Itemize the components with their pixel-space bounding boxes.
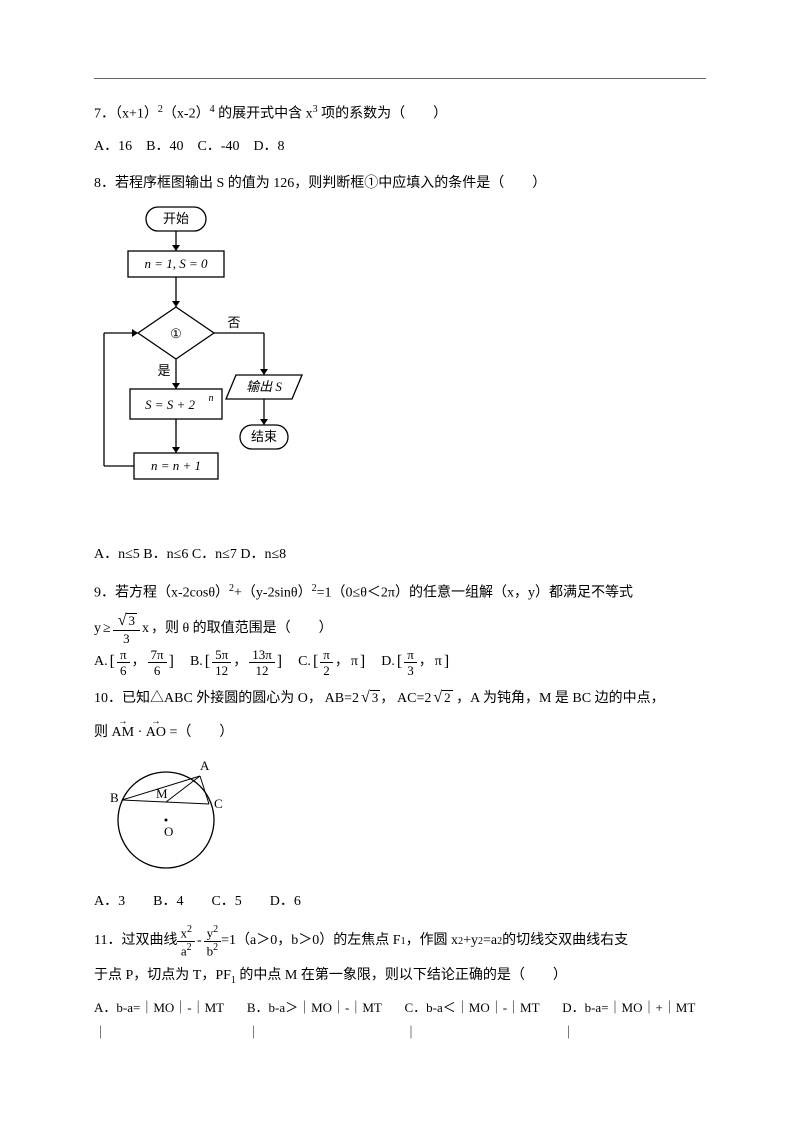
flow-end: 结束	[251, 429, 277, 444]
vector-am-icon: AM	[112, 720, 135, 747]
lbl-M: M	[156, 786, 168, 801]
q10-options: A．3 B．4 C．5 D．6	[94, 889, 706, 916]
lbl-C: C	[214, 796, 223, 811]
q11-C: C．b-a＜｜MO｜-｜MT｜	[405, 996, 551, 1045]
q9-A: A.	[94, 649, 108, 676]
lbl-A: A	[200, 758, 210, 773]
q9-x: x	[142, 616, 149, 643]
q9-y: y	[94, 616, 101, 643]
q10-ac: AC=2	[397, 691, 431, 706]
flow-body: S = S + 2	[145, 397, 196, 412]
q9-D: D.	[381, 649, 395, 676]
q10-ab: AB=2	[325, 691, 359, 706]
lbl-B: B	[110, 790, 119, 805]
q10-then: 则	[94, 725, 108, 740]
q10-stem: 10．已知△ABC 外接圆的圆心为 O， AB=2√3， AC=2√2 ，A 为…	[94, 683, 706, 713]
q8-options: A．n≤5 B．n≤6 C．n≤7 D．n≤8	[94, 542, 706, 569]
q7-stem: 7．（x+1）2（x-2）4 的展开式中含 x3 项的系数为（ ）	[94, 100, 706, 128]
top-rule	[94, 78, 706, 79]
q9-opt-c: C. [ π2 ，π ]	[298, 647, 365, 677]
q10-diagram: A B C M O	[94, 752, 706, 883]
q9-opt-b: B. [ 5π12 ， 13π12 ]	[190, 647, 282, 677]
sqrt-icon: √3	[359, 683, 380, 713]
q9-stem: 9．若方程（x-2cosθ）2+（y-2sinθ）2=1（0≤θ＜2π）的任意一…	[94, 579, 706, 607]
flow-out: 输出 S	[246, 379, 282, 394]
flow-body-exp: n	[209, 393, 214, 404]
lbl-O: O	[164, 824, 173, 839]
flow-start: 开始	[163, 211, 189, 226]
q7-d: 项的系数为（ ）	[318, 107, 448, 122]
q9-a: 9．若方程（x-2cosθ）	[94, 585, 229, 600]
q11-stem: 11．过双曲线 x2a2 - y2b2 =1（a＞0，b＞0）的左焦点 F1，作…	[94, 925, 706, 957]
q9-frac: √3 3	[113, 613, 140, 645]
q11-frac1: x2a2 - y2b2	[177, 925, 221, 957]
q9-opt-a: A. [ π6 ， 7π6 ]	[94, 647, 174, 677]
q11-options: A．b-a=｜MO｜-｜MT｜ B．b-a＞｜MO｜-｜MT｜ C．b-a＜｜M…	[94, 996, 706, 1045]
q8-flowchart: 开始 n = 1, S = 0 ① 否 是 S = S + 2 n n = n …	[94, 203, 706, 534]
q11-line2: 于点 P，切点为 T，PF1 的中点 M 在第一象限，则以下结论正确的是（ ）	[94, 963, 706, 990]
q11-B: B．b-a＞｜MO｜-｜MT｜	[247, 996, 393, 1045]
flow-inc: n = n + 1	[151, 458, 201, 473]
q11-A: A．b-a=｜MO｜-｜MT｜	[94, 996, 235, 1045]
q10-eq: =（ ）	[169, 725, 233, 740]
q10-vec: 则 AM · AO =（ ）	[94, 720, 706, 747]
flow-cond: ①	[170, 326, 182, 341]
flow-no: 否	[227, 315, 240, 330]
q8-stem: 8．若程序框图输出 S 的值为 126，则判断框①中应填入的条件是（ ）	[94, 171, 706, 198]
q9-tail: ，则 θ 的取值范围是（ ）	[151, 616, 333, 643]
q11-a: 11．过双曲线	[94, 928, 177, 955]
sqrt-icon: √2	[431, 683, 452, 713]
q7-options: A．16 B．40 C．-40 D．8	[94, 134, 706, 161]
flow-yes: 是	[157, 363, 170, 378]
q10-b: ，A 为钝角，M 是 BC 边的中点，	[456, 691, 664, 706]
q7-b: （x-2）	[163, 107, 210, 122]
q9-c: =1（0≤θ＜2π）的任意一组解（x，y）都满足不等式	[317, 585, 633, 600]
q9-C: C.	[298, 649, 311, 676]
q9-B: B.	[190, 649, 203, 676]
vector-ao-icon: AO	[146, 720, 166, 747]
q9-fd: 3	[113, 631, 140, 645]
q10-a: 10．已知△ABC 外接圆的圆心为 O，	[94, 691, 322, 706]
q11-b: =1（a＞0，b＞0）的左焦点 F	[221, 928, 400, 955]
q7-c: 的展开式中含 x	[215, 107, 313, 122]
flow-init: n = 1, S = 0	[144, 256, 208, 271]
q9-ineq: y ≥ √3 3 x ，则 θ 的取值范围是（ ）	[94, 613, 706, 645]
q9-options: A. [ π6 ， 7π6 ] B. [ 5π12 ， 13π12 ] C. […	[94, 647, 706, 677]
q10-dot: ·	[138, 725, 143, 740]
q9-b: +（y-2sinθ）	[234, 585, 312, 600]
q7-a: 7．（x+1）	[94, 107, 158, 122]
q9-op: ≥	[103, 616, 111, 643]
q9-opt-d: D. [ π3 ，π ]	[381, 647, 449, 677]
q11-D: D．b-a=｜MO｜+｜MT｜	[562, 996, 706, 1045]
